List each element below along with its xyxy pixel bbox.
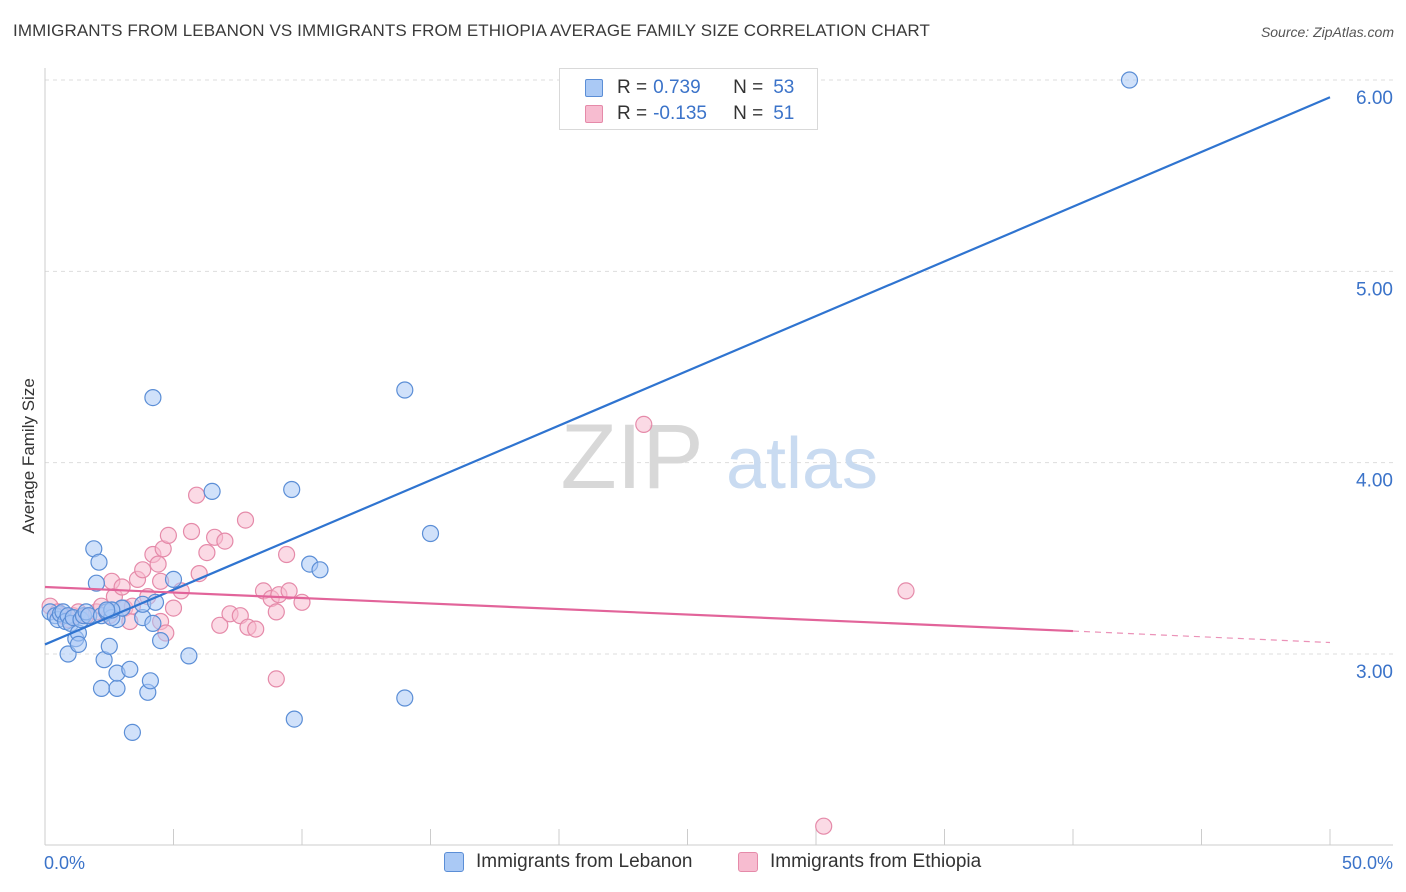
data-point-ethiopia[interactable] xyxy=(198,543,216,562)
data-point-ethiopia[interactable] xyxy=(134,561,152,579)
data-point-lebanon[interactable] xyxy=(283,480,301,499)
y-tick-labels: 3.00 4.00 5.00 6.00 xyxy=(1356,88,1393,683)
data-point-lebanon[interactable] xyxy=(285,710,303,728)
watermark-atlas: atlas xyxy=(726,424,878,504)
legend-swatch-lebanon xyxy=(585,79,603,97)
data-point-lebanon[interactable] xyxy=(123,723,141,742)
watermark-zip: ZIP xyxy=(560,406,703,508)
series-legend-swatch-lebanon xyxy=(444,852,464,872)
data-point-ethiopia[interactable] xyxy=(247,620,265,638)
data-point-lebanon[interactable] xyxy=(90,553,108,571)
y-tick-label: 4.00 xyxy=(1356,471,1393,492)
data-point-lebanon[interactable] xyxy=(144,614,162,633)
data-point-ethiopia[interactable] xyxy=(164,599,183,617)
data-point-lebanon[interactable] xyxy=(396,689,414,707)
data-point-lebanon[interactable] xyxy=(311,561,329,579)
grid-layer xyxy=(45,79,1393,655)
stats-legend: R = 0.739 N = 53 R = -0.135 N = 51 xyxy=(559,68,818,130)
series-legend: Immigrants from Lebanon Immigrants from … xyxy=(0,851,1406,877)
data-point-lebanon[interactable] xyxy=(100,637,118,655)
legend-r-value: -0.135 xyxy=(653,103,707,124)
data-point-lebanon[interactable] xyxy=(164,570,183,589)
data-point-lebanon[interactable] xyxy=(152,631,170,650)
y-tick-label: 3.00 xyxy=(1356,662,1393,683)
legend-n-value: 51 xyxy=(773,103,795,124)
data-point-ethiopia[interactable] xyxy=(211,616,229,634)
y-tick-label: 6.00 xyxy=(1356,88,1393,109)
trend-line-ethiopia-extension xyxy=(1072,630,1331,644)
data-point-ethiopia[interactable] xyxy=(278,545,296,564)
data-point-lebanon[interactable] xyxy=(180,647,198,665)
trend-line-ethiopia xyxy=(44,585,1074,633)
data-point-ethiopia[interactable] xyxy=(188,486,206,504)
data-point-lebanon[interactable] xyxy=(144,389,162,407)
data-point-ethiopia[interactable] xyxy=(267,603,285,621)
data-point-ethiopia[interactable] xyxy=(267,670,285,688)
data-point-lebanon[interactable] xyxy=(1120,71,1139,89)
y-axis-title: Average Family Size xyxy=(19,378,38,534)
data-point-ethiopia[interactable] xyxy=(635,415,653,433)
data-point-ethiopia[interactable] xyxy=(236,511,255,529)
y-tick-label: 5.00 xyxy=(1356,279,1393,300)
series-legend-item-ethiopia[interactable]: Immigrants from Ethiopia xyxy=(738,851,981,873)
series-legend-label-ethiopia: Immigrants from Ethiopia xyxy=(770,851,982,872)
data-point-ethiopia[interactable] xyxy=(113,578,131,596)
stats-legend-row-ethiopia: R = -0.135 N = 51 xyxy=(585,102,794,126)
x-tick-label-left: 0.0% xyxy=(44,853,85,873)
data-point-lebanon[interactable] xyxy=(121,660,139,678)
series-legend-label-lebanon: Immigrants from Lebanon xyxy=(476,851,693,872)
data-point-lebanon[interactable] xyxy=(92,679,111,698)
data-point-lebanon[interactable] xyxy=(69,635,88,654)
data-point-lebanon[interactable] xyxy=(203,482,221,500)
legend-r-label: R = xyxy=(617,103,648,124)
data-point-ethiopia[interactable] xyxy=(159,526,177,545)
legend-n-label: N = xyxy=(733,77,764,98)
x-tick-label-right: 50.0% xyxy=(1342,853,1393,873)
data-point-ethiopia[interactable] xyxy=(815,817,833,835)
legend-r-value: 0.739 xyxy=(653,77,701,98)
chart-source: Source: ZipAtlas.com xyxy=(1260,24,1394,40)
data-point-ethiopia[interactable] xyxy=(182,522,201,541)
data-point-lebanon[interactable] xyxy=(421,524,440,543)
legend-r-label: R = xyxy=(617,77,648,98)
series-legend-swatch-ethiopia xyxy=(738,852,758,872)
series-legend-item-lebanon[interactable]: Immigrants from Lebanon xyxy=(444,851,693,873)
chart-title: IMMIGRANTS FROM LEBANON VS IMMIGRANTS FR… xyxy=(13,21,930,40)
axis-layer xyxy=(44,68,1393,846)
trend-layer xyxy=(44,96,1331,646)
data-point-ethiopia[interactable] xyxy=(280,582,298,600)
trend-line-lebanon xyxy=(44,96,1331,646)
legend-n-label: N = xyxy=(733,103,764,124)
legend-n-value: 53 xyxy=(773,77,795,98)
data-point-lebanon[interactable] xyxy=(141,672,159,690)
data-point-lebanon[interactable] xyxy=(87,574,106,592)
data-point-lebanon[interactable] xyxy=(108,679,126,698)
data-point-lebanon[interactable] xyxy=(396,381,414,399)
data-point-ethiopia[interactable] xyxy=(897,582,915,600)
data-point-ethiopia[interactable] xyxy=(216,532,234,550)
data-point-ethiopia[interactable] xyxy=(149,555,167,573)
points-layer xyxy=(41,71,1139,835)
stats-legend-row-lebanon: R = 0.739 N = 53 xyxy=(585,76,794,100)
legend-swatch-ethiopia xyxy=(585,105,603,123)
